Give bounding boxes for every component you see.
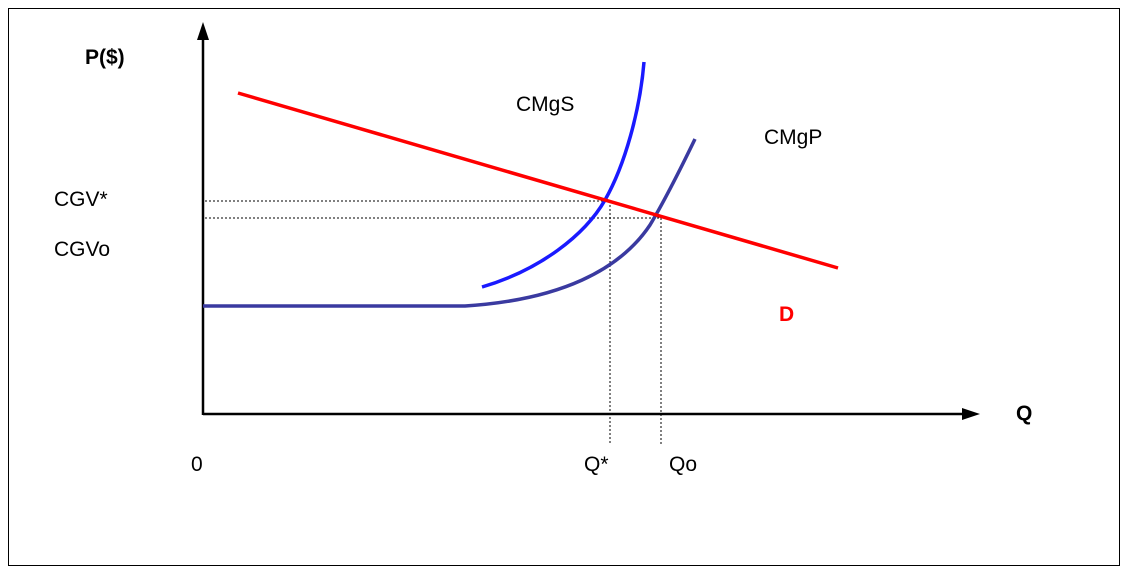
x-axis-label: Q: [1016, 402, 1032, 425]
demand-label: D: [779, 303, 794, 326]
demand-curve: [237, 91, 839, 270]
x-axis-arrow-icon: [962, 408, 980, 420]
private-cost-label: CMgP: [764, 126, 822, 149]
cgv-star-label: CGV*: [54, 188, 108, 211]
q-star-label: Q*: [584, 453, 609, 476]
social-cost-label: CMgS: [516, 93, 574, 116]
origin-label: 0: [191, 453, 203, 476]
y-axis-label: P($): [85, 46, 125, 69]
q-o-label: Qo: [669, 453, 697, 476]
private-cost-curve: [203, 138, 697, 308]
cgv-o-label: CGVo: [54, 238, 110, 261]
y-axis-arrow-icon: [197, 22, 209, 40]
